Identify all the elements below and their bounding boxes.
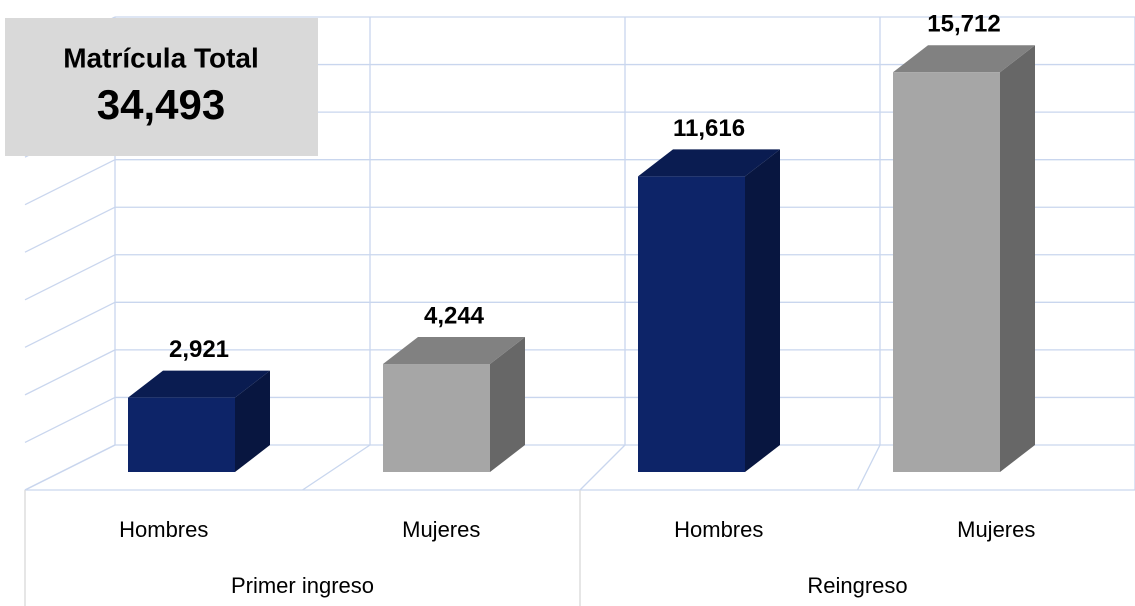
x-tick-label: Mujeres xyxy=(957,517,1035,542)
bar xyxy=(383,337,525,472)
group-label: Reingreso xyxy=(807,573,907,598)
bar-side xyxy=(1000,45,1035,472)
bar-front xyxy=(383,364,490,472)
total-title: Matrícula Total xyxy=(63,42,259,73)
bar-side xyxy=(745,149,780,473)
bar xyxy=(128,370,270,472)
floor-line xyxy=(579,444,626,491)
x-tick-label: Mujeres xyxy=(402,517,480,542)
bar xyxy=(638,149,780,473)
bar-side xyxy=(490,337,525,472)
floor-line xyxy=(856,444,881,491)
bar-front xyxy=(128,397,235,472)
bar-top xyxy=(383,337,525,365)
group-label: Primer ingreso xyxy=(231,573,374,598)
side-grid-line xyxy=(24,254,116,301)
bar-top xyxy=(638,149,780,177)
x-tick-label: Hombres xyxy=(119,517,208,542)
bar-front xyxy=(638,176,745,473)
bar-top xyxy=(893,45,1035,73)
bar-top xyxy=(128,370,270,398)
bar-side xyxy=(235,370,270,472)
side-grid-line xyxy=(24,159,116,206)
floor-line xyxy=(24,444,116,491)
side-grid-line xyxy=(24,301,116,348)
side-grid-line xyxy=(24,206,116,253)
side-grid-line xyxy=(24,396,116,444)
x-tick-label: Hombres xyxy=(674,517,763,542)
value-label: 4,244 xyxy=(424,302,485,329)
value-label: 15,712 xyxy=(927,11,1000,38)
bar xyxy=(893,45,1035,472)
floor-line xyxy=(302,444,371,491)
bar-front xyxy=(893,72,1000,472)
total-box xyxy=(5,18,318,156)
value-label: 2,921 xyxy=(169,336,229,363)
bars xyxy=(128,45,1035,473)
total-value: 34,493 xyxy=(97,81,225,128)
side-grid-line xyxy=(24,349,116,396)
value-label: 11,616 xyxy=(673,115,745,142)
